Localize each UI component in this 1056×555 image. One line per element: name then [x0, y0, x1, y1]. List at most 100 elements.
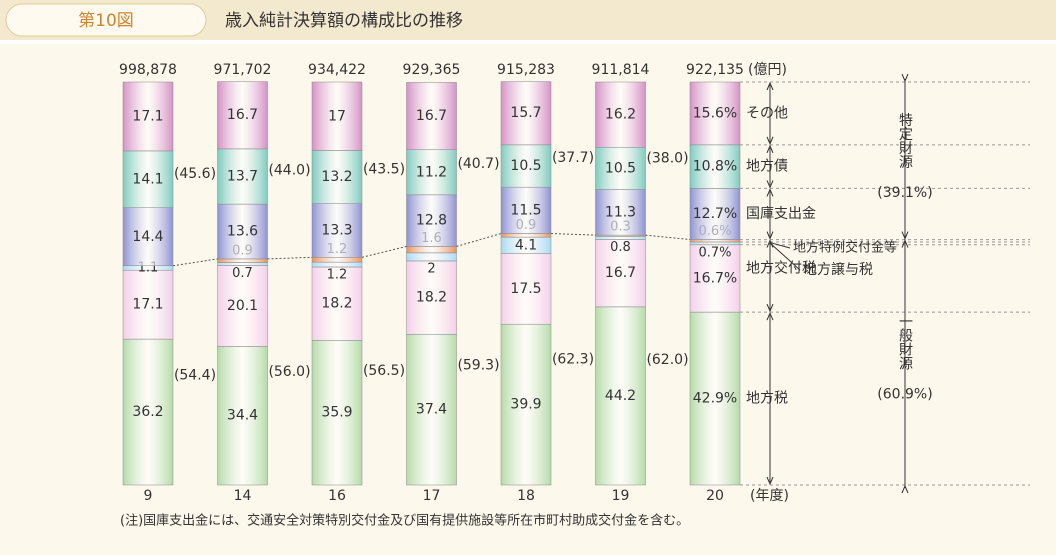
value-label: 11.2	[416, 164, 447, 180]
connector	[550, 233, 596, 236]
x-tick-label: 18	[517, 488, 535, 504]
value-label: 1.2	[327, 267, 348, 282]
value-label: 34.4	[227, 408, 258, 424]
value-label: 42.9%	[693, 391, 737, 407]
bar-segment	[500, 81, 552, 146]
x-tick-label: 14	[234, 488, 252, 504]
total-unit: (億円)	[748, 62, 787, 78]
bar-segment	[311, 257, 363, 263]
header-title: 歳入純計決算額の構成比の推移	[225, 11, 463, 31]
bar-segment	[595, 81, 646, 148]
arrow-head	[766, 144, 774, 189]
group-name: 特定財源	[897, 113, 913, 169]
arrow-head	[766, 311, 774, 486]
group-share: (39.1%)	[877, 185, 932, 201]
value-label: 0.7	[232, 266, 253, 281]
bar-segment	[595, 239, 646, 308]
specific-share: (43.5)	[363, 162, 405, 178]
bar-segment	[500, 233, 552, 238]
general-share: (54.4)	[174, 367, 216, 383]
figure-number: 第10図	[78, 11, 134, 31]
value-label: 20.1	[227, 298, 258, 314]
value-label: 18.2	[416, 290, 447, 306]
bar-segment	[122, 81, 174, 152]
bar-segment	[689, 188, 741, 240]
value-label: 36.2	[132, 404, 163, 420]
value-label: 16.7	[416, 108, 447, 124]
specific-share: (44.0)	[268, 162, 310, 178]
series-name: その他	[746, 105, 788, 121]
specific-share: (37.7)	[552, 150, 594, 166]
bar-segment	[406, 246, 457, 254]
leader	[769, 242, 791, 249]
bar-segment	[689, 244, 741, 313]
total-label: 929,365	[403, 62, 461, 78]
series-name: 地方交付税	[746, 259, 816, 276]
bar-segment	[500, 323, 552, 486]
value-label: 14.1	[132, 171, 163, 187]
group-name: 一般財源	[897, 314, 913, 370]
group-share: (60.9%)	[877, 386, 932, 402]
value-label: 17.5	[510, 281, 541, 297]
total-label: 922,135	[686, 62, 744, 78]
bar-segment	[311, 203, 363, 258]
bar-segment	[595, 306, 646, 486]
series-name: 地方債	[746, 159, 788, 175]
leader	[769, 242, 801, 271]
bar-segment	[217, 148, 268, 205]
bar-segment	[406, 194, 457, 247]
value-label: 15.7	[510, 105, 541, 121]
general-share: (56.0)	[268, 364, 310, 380]
arrow-head	[901, 73, 909, 248]
series-name: 地方税	[746, 391, 788, 407]
bar-segment	[311, 150, 363, 204]
value-label: 13.2	[321, 169, 352, 185]
value-label: 16.7	[227, 107, 258, 123]
value-label: 2	[427, 261, 435, 276]
value-label: 10.5	[510, 158, 541, 174]
bar-segment	[311, 81, 363, 151]
bar-segment	[595, 147, 646, 190]
value-label: 15.6%	[693, 105, 737, 121]
value-label: 11.3	[605, 204, 636, 220]
bar-segment	[406, 260, 457, 335]
value-label: 11.5	[510, 202, 541, 218]
note: (注)国庫支出金には、交通安全対策特別交付金及び国有提供施設等所在市町村助成交付…	[120, 513, 689, 529]
value-label: 17.1	[132, 108, 163, 124]
bar-segment	[406, 149, 457, 196]
general-share: (56.5)	[363, 363, 405, 379]
series-name: 地方譲与税	[803, 262, 873, 278]
value-label: 17.1	[132, 297, 163, 313]
bar-segment	[217, 81, 268, 150]
bar-segment	[122, 338, 174, 486]
value-label: 12.7%	[693, 206, 737, 222]
value-label: 10.8%	[693, 159, 737, 175]
specific-share: (40.7)	[457, 156, 499, 172]
bar-segment	[217, 265, 268, 347]
value-label: 16.2	[605, 107, 636, 123]
value-label: 37.4	[416, 402, 447, 418]
value-label: 44.2	[605, 388, 636, 404]
bar-segment	[122, 269, 174, 340]
connector	[645, 234, 691, 241]
total-label: 934,422	[308, 62, 366, 78]
value-label: 4.1	[515, 237, 537, 253]
x-tick-label: 16	[328, 488, 346, 504]
specific-share: (38.0)	[646, 151, 688, 167]
figure-badge	[5, 3, 207, 37]
x-tick-label: 17	[423, 488, 441, 504]
x-tick-label: 20	[706, 488, 724, 504]
value-label: 12.8	[416, 213, 447, 229]
bar-segment	[500, 144, 552, 188]
bar-segment	[217, 203, 268, 260]
value-label: 10.5	[605, 160, 636, 176]
bar-segment	[500, 186, 552, 234]
connector	[267, 256, 313, 260]
value-label: 0.7%	[698, 245, 731, 260]
value-label: 0.8	[610, 240, 631, 255]
bar-segment	[406, 334, 457, 486]
general-share: (62.0)	[646, 352, 688, 368]
value-label: 18.2	[321, 296, 352, 312]
series-name: 地方特例交付金等	[793, 240, 897, 256]
